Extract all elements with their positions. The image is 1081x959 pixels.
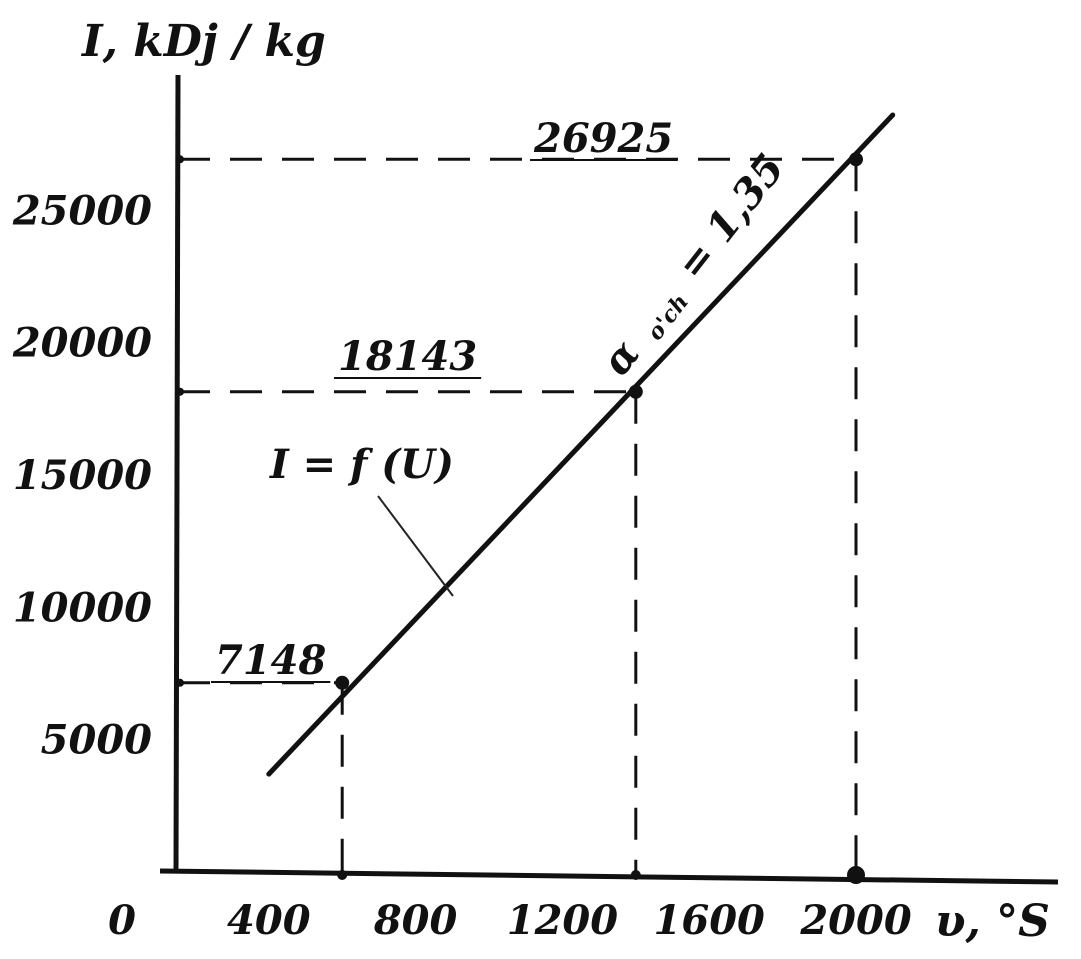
axis-mark-x-0 [337, 870, 348, 880]
annotation-subscript: o'ch [642, 289, 694, 345]
axis-mark-x-1 [630, 870, 641, 880]
x-tick-label-2: 1200 [507, 897, 618, 944]
marked-points [176, 152, 865, 884]
x-tick-label-4: 2000 [799, 897, 911, 944]
axis-mark-y-1 [176, 387, 184, 396]
x-axis-line [159, 868, 1059, 885]
series-lines [266, 112, 896, 777]
annotation-value: = 1,35 [668, 145, 794, 288]
series-label: I = f (U) [269, 441, 454, 488]
data-point-1 [628, 384, 643, 399]
point-label-0: 7148 [215, 637, 326, 684]
y-tick-label-2: 15000 [13, 452, 152, 499]
y-axis-line [173, 74, 181, 873]
x-axis-label: υ, °S [935, 896, 1050, 947]
svg-text:α o'ch = 1,35: α o'ch = 1,35 [593, 145, 799, 388]
x-tick-label-3: 1600 [654, 897, 765, 944]
axis-mark-y-2 [176, 155, 184, 164]
annotation-symbol: α [593, 331, 649, 384]
axis-mark-y-0 [176, 678, 184, 687]
point-label-2: 26925 [533, 115, 673, 162]
y-tick-label-1: 10000 [13, 584, 152, 631]
line-annotation: α o'ch = 1,35 [593, 145, 799, 388]
axes [159, 74, 1059, 885]
point-label-1: 18143 [338, 333, 477, 380]
x-tick-label-1: 800 [373, 897, 458, 944]
axis-mark-x-2 [847, 866, 865, 884]
point-value-labels: 7148 18143 26925 [211, 115, 678, 684]
y-tick-label-3: 20000 [12, 320, 152, 367]
data-point-2 [849, 152, 863, 167]
data-point-0 [335, 675, 350, 690]
x-tick-label-0: 400 [227, 897, 311, 944]
series-line-0 [266, 112, 896, 777]
y-axis-label: I, kDj / kg [80, 16, 326, 67]
y-tick-label-0: 5000 [41, 717, 152, 764]
origin-label: 0 [108, 897, 136, 944]
y-tick-label-4: 25000 [12, 187, 152, 234]
series-label-leader [377, 495, 454, 597]
